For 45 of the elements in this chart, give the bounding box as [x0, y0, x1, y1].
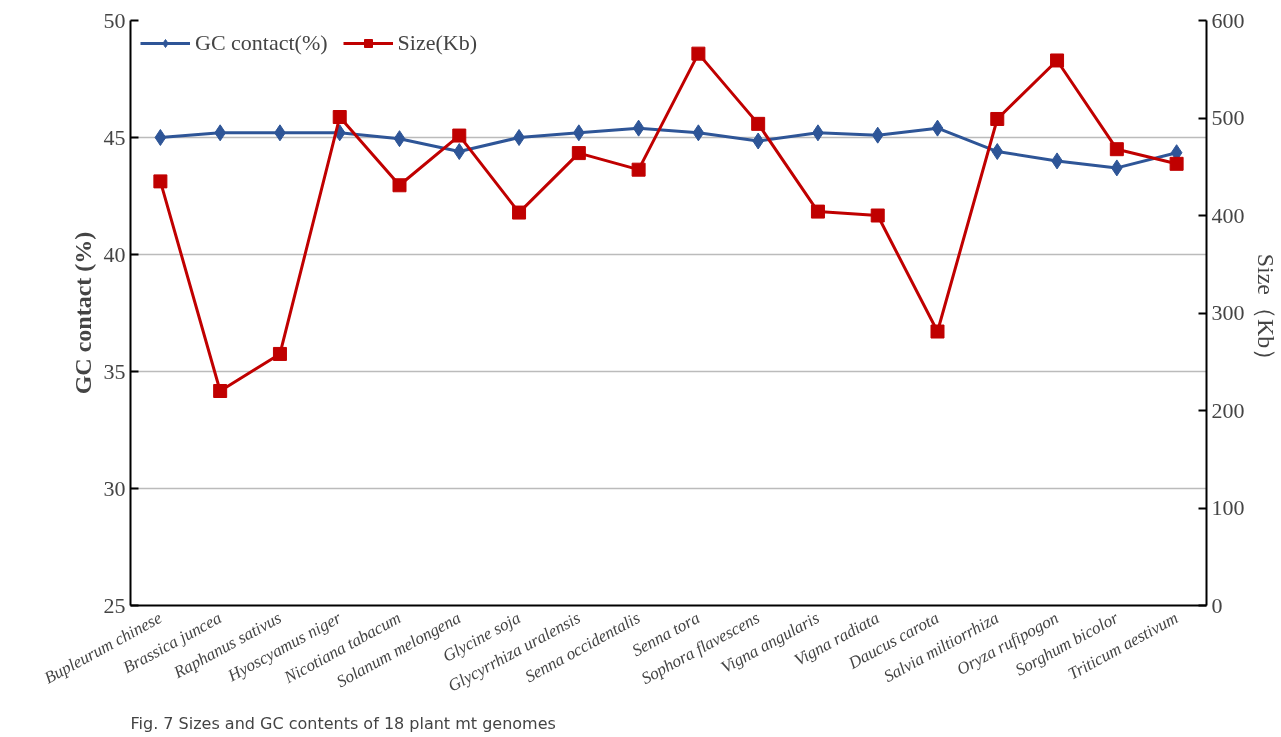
y2-tick-label: 600: [1211, 7, 1245, 33]
point: [1050, 53, 1065, 68]
caption: Fig. 7 Sizes and GC contents of 18 plant mt genomes: [130, 713, 556, 733]
point: [692, 124, 705, 142]
point: [213, 384, 228, 398]
y-tick-label: 45: [103, 124, 126, 150]
point: [392, 178, 407, 193]
legend-label: GC contact(%): [195, 30, 328, 56]
point: [571, 146, 586, 161]
point: [990, 111, 1005, 126]
point: [393, 130, 406, 148]
point: [691, 46, 706, 61]
point: [632, 119, 645, 137]
y2-tick-label: 500: [1211, 105, 1245, 130]
point: [991, 143, 1004, 161]
y-tick-label: 35: [103, 358, 126, 384]
y-axis-title: GC contact (%): [69, 231, 96, 395]
point: [871, 126, 884, 144]
y-tick-label: 25: [103, 592, 126, 618]
y2-tick-label: 400: [1211, 202, 1245, 228]
point: [153, 174, 168, 189]
point: [1109, 142, 1124, 157]
y2-tick-label: 100: [1211, 495, 1245, 520]
point: [513, 129, 525, 146]
legend-label: Size(Kb): [397, 30, 477, 56]
point: [332, 110, 347, 125]
point: [154, 129, 167, 146]
y-tick-label: 50: [103, 7, 126, 33]
point: [810, 204, 825, 219]
point: [272, 346, 287, 361]
point: [870, 208, 885, 223]
point: [512, 205, 527, 220]
point: [1169, 156, 1184, 171]
y2-tick-label: 300: [1211, 300, 1245, 325]
y2-tick-label: 0: [1211, 592, 1223, 618]
point: [751, 116, 766, 131]
point: [452, 128, 467, 143]
y2-axis-title: Size（Kb）: [1252, 253, 1279, 373]
point: [931, 119, 944, 137]
y2-tick-label: 200: [1211, 397, 1245, 423]
y-tick-label: 30: [103, 475, 126, 501]
point: [631, 162, 646, 177]
point: [453, 143, 466, 161]
y-tick-label: 40: [103, 241, 126, 267]
point: [930, 324, 945, 339]
